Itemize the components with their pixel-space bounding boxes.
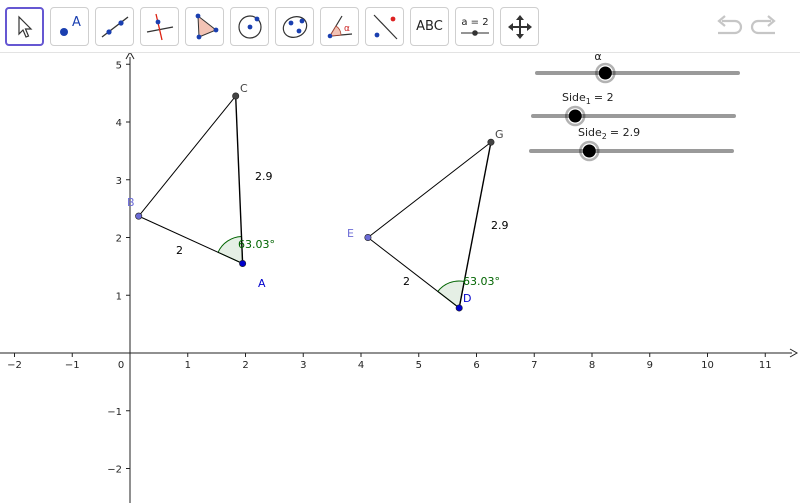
ellipse-icon xyxy=(282,15,307,38)
line-tool-button[interactable] xyxy=(95,7,134,46)
point-g-label: G xyxy=(495,128,504,141)
move-tool-button[interactable] xyxy=(5,7,44,46)
y-tick-label: 1 xyxy=(116,291,122,302)
segment-dg-length: 2.9 xyxy=(491,219,509,232)
polygon-icon xyxy=(195,13,218,39)
point-d-label: D xyxy=(463,292,471,305)
x-tick-label: 9 xyxy=(647,360,653,371)
move-arrow-icon xyxy=(17,15,32,38)
x-tick-label: 7 xyxy=(531,360,537,371)
angle-tool-glyph: α xyxy=(344,24,350,34)
text-tool-icon: ABC xyxy=(416,19,443,34)
sliders-panel: α Side1 = 2 Side2 = 2.9 xyxy=(529,53,740,162)
slider-tool-text: a = 2 xyxy=(461,17,488,28)
slider-side1-subscript: 1 xyxy=(586,97,591,106)
triangle-abc[interactable]: A B C 2 2.9 63.03° xyxy=(127,82,275,290)
segment-dg[interactable] xyxy=(458,142,492,309)
point-c[interactable] xyxy=(232,92,240,100)
x-tick-label: 6 xyxy=(473,360,479,371)
x-tick-label: 8 xyxy=(589,360,595,371)
segment-de[interactable] xyxy=(367,237,460,309)
y-tick-label: 4 xyxy=(116,118,122,129)
point-d[interactable] xyxy=(455,304,463,312)
segment-ab-length: 2 xyxy=(176,244,183,257)
slider-side2-knob-halo xyxy=(579,140,600,162)
line-icon xyxy=(101,15,128,38)
y-tick-label: 5 xyxy=(116,60,122,71)
point-a-label: A xyxy=(258,277,266,290)
slider-side2-subscript: 2 xyxy=(602,132,607,141)
text-tool-button[interactable]: ABC xyxy=(410,7,449,46)
x-axis: −2 −1 0 1 2 3 4 5 6 7 8 9 10 11 xyxy=(0,348,799,371)
point-c-label: C xyxy=(240,82,248,95)
x-tick-label: 0 xyxy=(118,360,124,371)
x-tick-label: 10 xyxy=(701,360,714,371)
angle-tool-button[interactable]: α xyxy=(320,7,359,46)
point-icon: A xyxy=(59,15,81,36)
slider-tool-icon: a = 2 xyxy=(460,17,489,36)
x-tick-label: 2 xyxy=(242,360,248,371)
segment-ab[interactable] xyxy=(138,215,243,264)
polygon-tool-button[interactable] xyxy=(185,7,224,46)
slider-side2-label: Side2 = 2.9 xyxy=(578,126,640,141)
point-b[interactable] xyxy=(135,212,143,220)
point-g[interactable] xyxy=(487,138,495,146)
x-tick-label: 3 xyxy=(300,360,306,371)
angle-icon: α xyxy=(327,15,352,38)
point-e-label: E xyxy=(347,227,354,240)
segment-eg[interactable] xyxy=(367,141,492,238)
move-graphics-button[interactable] xyxy=(500,7,539,46)
point-e[interactable] xyxy=(364,234,372,242)
y-tick-label: 3 xyxy=(116,176,122,187)
x-tick-label: 11 xyxy=(759,360,772,371)
segment-de-length: 2 xyxy=(403,275,410,288)
x-tick-label: 1 xyxy=(185,360,191,371)
slider-side1-knob-halo xyxy=(564,105,586,127)
x-tick-label: 4 xyxy=(358,360,364,371)
point-tool-letter: A xyxy=(72,15,81,30)
redo-icon[interactable] xyxy=(750,12,780,42)
slider-alpha-label: α xyxy=(594,53,601,63)
slider-side1-knob[interactable] xyxy=(568,109,582,123)
slider-side1-name: Side xyxy=(562,91,586,104)
angle-d-label: 63.03° xyxy=(463,275,500,288)
undo-icon[interactable] xyxy=(713,12,743,42)
circle-tool-button[interactable] xyxy=(230,7,269,46)
slider-side1-label: Side1 = 2 xyxy=(562,91,614,106)
segment-ac[interactable] xyxy=(234,95,244,264)
y-tick-label: −2 xyxy=(107,465,122,476)
ellipse-tool-button[interactable] xyxy=(275,7,314,46)
toolbar: A xyxy=(0,0,800,53)
slider-alpha-knob[interactable] xyxy=(598,66,612,80)
y-tick-label: −1 xyxy=(107,407,122,418)
x-tick-label: −2 xyxy=(7,360,22,371)
y-tick-label: 2 xyxy=(116,234,122,245)
move-graphics-view-icon xyxy=(507,14,532,39)
slider-side2-knob[interactable] xyxy=(582,144,596,158)
circle-center-point-icon xyxy=(237,14,262,39)
graphics-view[interactable]: −2 −1 0 1 2 3 4 5 6 7 8 9 10 11 5 4 3 2 1 −1 −2 A B C 2 2.9 63.0… xyxy=(0,53,800,503)
point-b-label: B xyxy=(127,196,135,209)
angle-a-label: 63.03° xyxy=(238,238,275,251)
perpendicular-tool-button[interactable] xyxy=(140,7,179,46)
point-a[interactable] xyxy=(239,259,247,267)
triangle-deg[interactable]: D E G 2 2.9 63.03° xyxy=(347,128,509,312)
point-tool-button[interactable]: A xyxy=(50,7,89,46)
x-tick-label: −1 xyxy=(65,360,80,371)
reflect-icon xyxy=(373,14,397,39)
slider-side1-value: = 2 xyxy=(594,91,614,104)
slider-alpha-knob-halo xyxy=(595,62,616,84)
segment-bc[interactable] xyxy=(138,95,237,217)
slider-side2-value: = 2.9 xyxy=(610,126,640,139)
reflect-tool-button[interactable] xyxy=(365,7,404,46)
perpendicular-line-icon xyxy=(146,13,173,40)
x-tick-label: 5 xyxy=(416,360,422,371)
slider-tool-button[interactable]: a = 2 xyxy=(455,7,494,46)
y-axis: 5 4 3 2 1 −1 −2 xyxy=(107,53,135,503)
segment-ac-length: 2.9 xyxy=(255,170,273,183)
slider-side2-name: Side xyxy=(578,126,602,139)
